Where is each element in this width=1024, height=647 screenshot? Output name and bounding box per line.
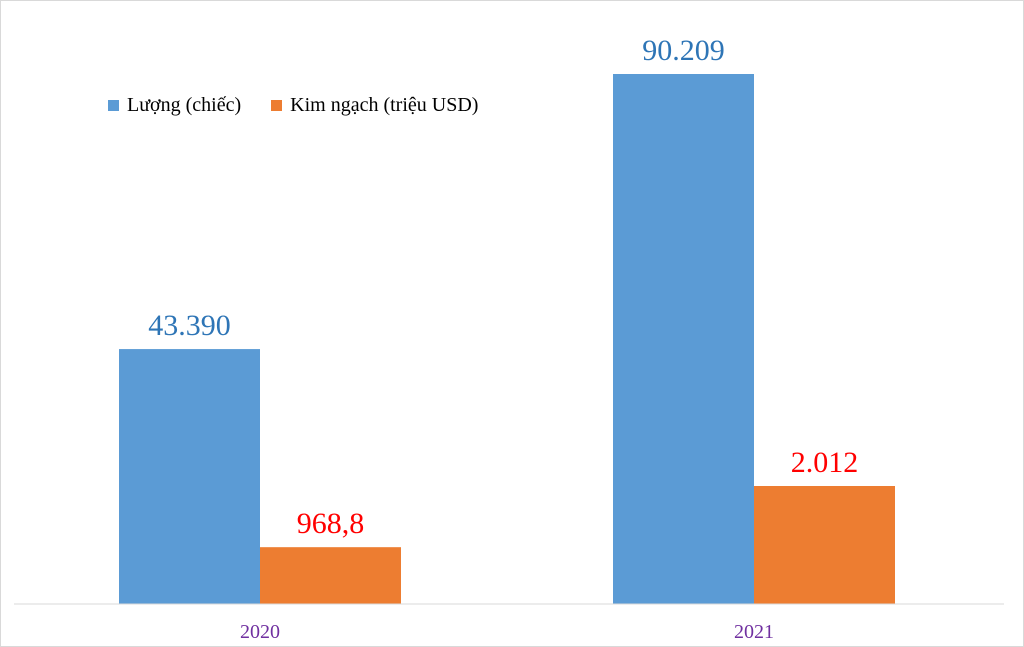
legend-swatch-value xyxy=(271,100,283,111)
legend-swatch-quantity xyxy=(108,100,119,111)
x-tick-label-2020: 2020 xyxy=(240,621,280,643)
legend: Lượng (chiếc) Kim ngạch (triệu USD) xyxy=(108,94,478,117)
x-tick-label-2021: 2021 xyxy=(734,621,774,643)
legend-label-quantity: Lượng (chiếc) xyxy=(127,94,242,116)
bar-value-2021 xyxy=(754,486,895,604)
data-label-value-2021: 2.012 xyxy=(791,446,859,479)
legend-item-quantity: Lượng (chiếc) xyxy=(108,94,241,117)
data-labels: 43.390 90.209 968,8 2.012 xyxy=(148,34,858,540)
data-label-value-2020: 968,8 xyxy=(297,507,365,540)
legend-label-value: Kim ngạch (triệu USD) xyxy=(290,94,479,116)
data-label-quantity-2020: 43.390 xyxy=(148,309,231,342)
legend-item-value: Kim ngạch (triệu USD) xyxy=(271,94,478,117)
bars xyxy=(119,74,895,604)
bar-value-2020 xyxy=(260,547,401,604)
bar-quantity-2021 xyxy=(613,74,754,604)
data-label-quantity-2021: 90.209 xyxy=(642,34,725,67)
x-tick-labels: 2020 2021 xyxy=(240,621,774,643)
bar-quantity-2020 xyxy=(119,349,260,604)
